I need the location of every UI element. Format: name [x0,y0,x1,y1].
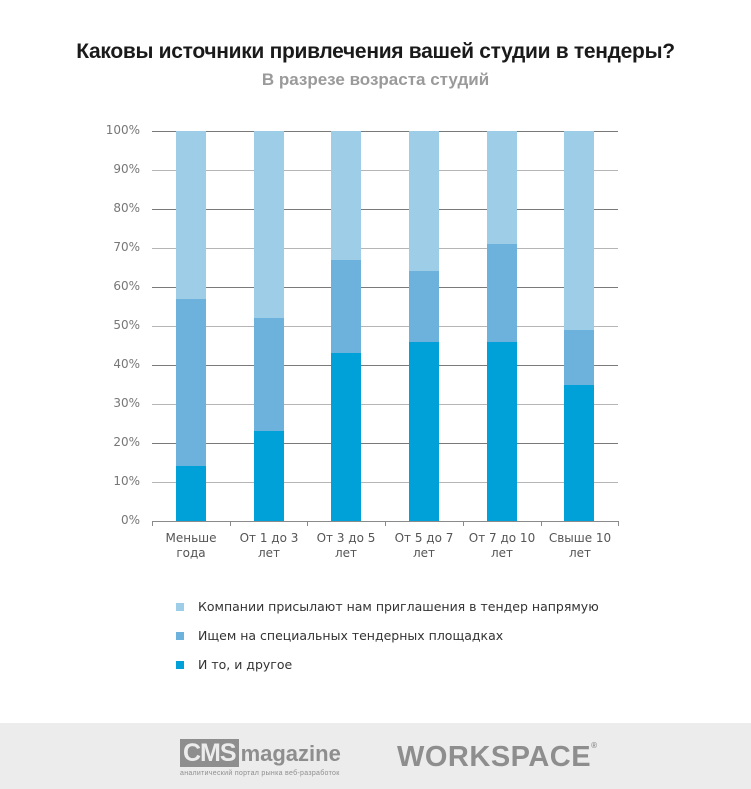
chart-title: Каковы источники привлечения вашей студи… [76,40,675,63]
y-tick-label: 60% [113,279,140,293]
x-tick-mark [463,521,464,526]
bar-segment [331,260,361,353]
bar-segment [564,131,594,330]
x-category-label: Свыше 10 лет [548,531,612,560]
y-tick-label: 0% [120,513,140,527]
bar-segment [487,342,517,521]
bar-segment [409,271,439,342]
gridline [152,248,618,249]
x-tick-mark [541,521,542,526]
bar-segment [331,353,361,521]
bar-segment [409,342,439,521]
workspace-logo: WORKSPACE® [397,741,597,774]
cms-logo-box: CMS [180,739,239,767]
bar-segment [176,131,206,299]
legend-swatch-icon [176,602,184,611]
bar-segment [254,318,284,431]
gridline [152,326,618,327]
y-tick-label: 100% [105,123,140,137]
y-tick-label: 30% [113,396,140,410]
x-tick-mark [152,521,153,526]
x-tick-mark [307,521,308,526]
cms-logo-word: magazine [240,741,341,766]
y-tick-label: 10% [113,474,140,488]
gridline [152,482,618,483]
bar-segment [564,385,594,521]
bar-segment [564,330,594,385]
cms-magazine-logo: CMS magazine аналитический портал рынка в… [180,739,341,777]
registered-mark: ® [591,741,598,750]
chart-legend: Компании присылают нам приглашения в тен… [176,592,599,679]
x-category-label: От 1 до 3 лет [239,531,299,560]
bar-segment [487,244,517,342]
legend-swatch-icon [176,631,184,640]
y-tick-label: 40% [113,357,140,371]
footer: CMS magazine аналитический портал рынка в… [0,723,751,789]
bar-segment [409,131,439,271]
x-category-label: От 5 до 7 лет [394,531,454,560]
bar-segment [254,131,284,318]
chart-subtitle: В разрезе возраста студий [261,70,490,89]
x-tick-mark [618,521,619,526]
bar-segment [254,431,284,521]
x-category-label: От 3 до 5 лет [316,531,376,560]
y-tick-label: 70% [113,240,140,254]
legend-item: И то, и другое [176,650,599,679]
gridline [152,404,618,405]
x-tick-mark [230,521,231,526]
stacked-bar-chart: 0% 10% 20% 30% 40% 50% 60% 70% 80% 90% 100% Меньше г… [105,123,619,560]
legend-item: Ищем на специальных тендерных площадках [176,621,599,650]
x-category-label: Меньше года [165,531,217,560]
x-category-label: От 7 до 10 лет [468,531,536,560]
gridline [152,170,618,171]
bar-segment [176,299,206,466]
cms-logo-tagline: аналитический портал рынка веб-разработо… [180,770,340,777]
bar-segment [331,131,361,260]
legend-item: Компании присылают нам приглашения в тен… [176,592,599,621]
gridline [152,365,618,366]
workspace-logo-text: WORKSPACE [397,741,592,773]
gridline [152,209,618,210]
bar-segment [487,131,517,244]
legend-label: Компании присылают нам приглашения в тен… [198,599,599,614]
gridline [152,131,618,132]
x-tick-mark [385,521,386,526]
gridline [152,443,618,444]
legend-label: И то, и другое [198,657,293,672]
y-tick-label: 50% [113,318,140,332]
legend-label: Ищем на специальных тендерных площадках [198,628,504,643]
y-tick-label: 80% [113,201,140,215]
legend-swatch-icon [176,660,184,669]
gridline [152,287,618,288]
bar-segment [176,466,206,521]
y-tick-label: 20% [113,435,140,449]
y-tick-label: 90% [113,162,140,176]
